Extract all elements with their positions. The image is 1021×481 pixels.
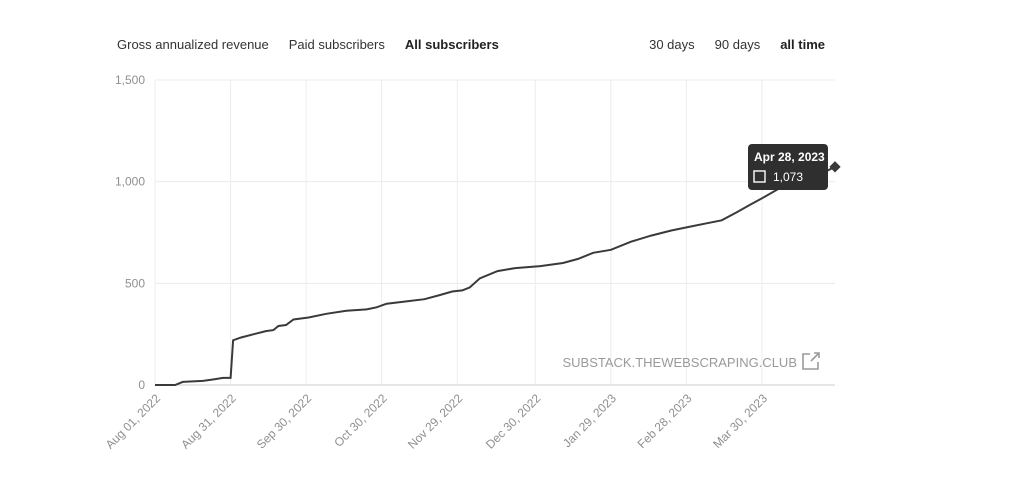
x-tick-label: Jan 29, 2023 [560,391,619,450]
tab-all-subscribers[interactable]: All subscribers [404,37,499,52]
x-axis: Aug 01, 2022 Aug 31, 2022 Sep 30, 2022 Oct … [103,391,771,452]
highlight-marker [829,161,841,173]
x-tick-label: Sep 30, 2022 [254,391,315,452]
watermark[interactable]: SUBSTACK.THEWEBSCRAPING.CLUB [562,352,820,370]
y-axis: 0 500 1,000 1,500 [115,73,145,392]
tooltip-date: Apr 28, 2023 [754,150,825,164]
x-tick-label: Aug 31, 2022 [178,391,239,452]
range-tabs: 30 days 90 days all time [649,37,825,52]
x-tick-label: Mar 30, 2023 [710,391,770,451]
x-tick-label: Feb 28, 2023 [635,391,695,451]
tooltip: Apr 28, 2023 1,073 [748,144,828,190]
x-tick-label: Dec 30, 2022 [483,391,544,452]
series-swatch-icon [753,170,766,183]
x-tick-label: Oct 30, 2022 [331,391,390,450]
tooltip-value: 1,073 [773,170,803,184]
grid [154,79,835,386]
x-tick-label: Aug 01, 2022 [103,391,164,452]
range-30-days[interactable]: 30 days [649,37,695,52]
x-tick-label: Nov 29, 2022 [405,391,466,452]
metric-tabs: Gross annualized revenue Paid subscriber… [117,37,499,52]
tab-paid-subscribers[interactable]: Paid subscribers [288,37,385,52]
range-all-time[interactable]: all time [780,37,825,52]
y-tick-label: 1,000 [115,175,145,189]
tooltip-background [748,144,828,190]
series-line [155,165,836,386]
range-90-days[interactable]: 90 days [714,37,761,52]
y-tick-label: 1,500 [115,73,145,87]
y-tick-label: 500 [125,276,145,290]
tab-gross-annualized-revenue[interactable]: Gross annualized revenue [117,37,269,52]
external-link-icon[interactable] [802,352,820,370]
y-tick-label: 0 [138,378,145,392]
watermark-text[interactable]: SUBSTACK.THEWEBSCRAPING.CLUB [562,355,797,370]
